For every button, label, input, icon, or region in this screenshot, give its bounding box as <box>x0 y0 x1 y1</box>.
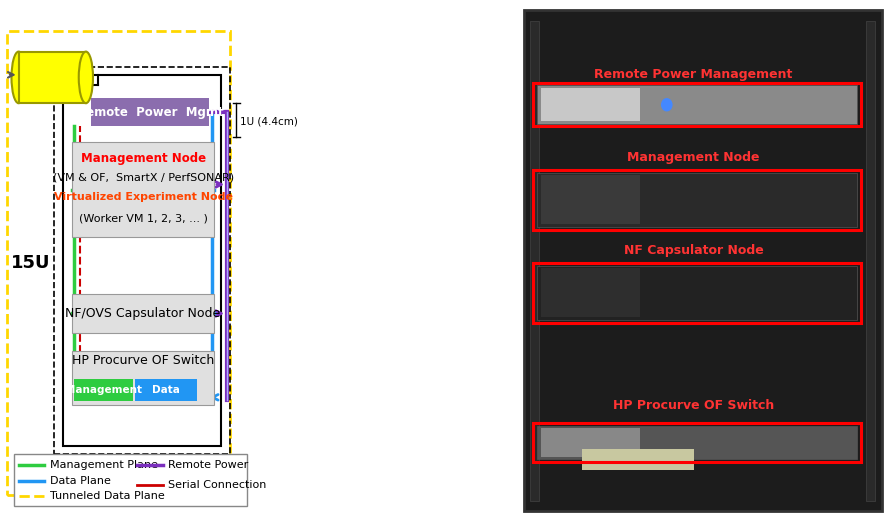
Text: (Worker VM 1, 2, 3, ... ): (Worker VM 1, 2, 3, ... ) <box>79 213 207 223</box>
Bar <box>135 379 198 401</box>
Bar <box>532 83 861 126</box>
Text: Data: Data <box>152 385 180 395</box>
Circle shape <box>660 98 672 111</box>
Text: Tunneled Data Plane: Tunneled Data Plane <box>50 491 164 502</box>
Text: NF/OVS Capsulator Node: NF/OVS Capsulator Node <box>65 307 221 320</box>
Bar <box>532 423 861 462</box>
Text: Remote Power: Remote Power <box>168 460 249 471</box>
Text: HP Procurve OF Switch: HP Procurve OF Switch <box>612 398 773 412</box>
Bar <box>529 21 538 501</box>
Bar <box>90 98 209 126</box>
Text: Management Node: Management Node <box>80 152 206 165</box>
Bar <box>536 426 856 459</box>
Text: Management Plane: Management Plane <box>50 460 157 471</box>
Text: Data Plane: Data Plane <box>50 476 111 486</box>
Bar <box>54 67 230 454</box>
Bar <box>541 268 639 317</box>
Bar <box>541 428 639 457</box>
Text: NF Capsulator Node: NF Capsulator Node <box>623 244 763 257</box>
Bar <box>72 351 214 405</box>
Bar <box>14 454 247 506</box>
Text: Management Node: Management Node <box>627 151 759 164</box>
Text: Management: Management <box>65 385 142 395</box>
Bar <box>536 85 856 124</box>
Text: Serial Connection: Serial Connection <box>168 480 266 490</box>
Bar <box>74 379 132 401</box>
Bar <box>63 75 221 446</box>
Bar <box>532 170 861 230</box>
Bar <box>536 266 856 320</box>
Text: Virtualized Experiment Node: Virtualized Experiment Node <box>54 192 232 202</box>
Bar <box>541 88 639 121</box>
Bar <box>72 142 214 237</box>
Bar <box>523 10 881 511</box>
Bar <box>532 263 861 322</box>
Text: HP Procurve OF Switch: HP Procurve OF Switch <box>72 354 214 367</box>
Bar <box>541 175 639 224</box>
Text: Remote  Power  Mgmt: Remote Power Mgmt <box>77 106 224 119</box>
Text: Remote Power Management: Remote Power Management <box>594 68 792 82</box>
Bar <box>581 449 693 470</box>
Bar <box>72 294 214 333</box>
Bar <box>865 21 874 501</box>
Text: 15U: 15U <box>11 254 50 272</box>
Ellipse shape <box>79 52 93 103</box>
Text: 1U (4.4cm): 1U (4.4cm) <box>240 116 297 126</box>
Bar <box>19 52 86 103</box>
Bar <box>7 31 230 495</box>
Ellipse shape <box>12 52 26 103</box>
Text: (VM & OF,  SmartX / PerfSONAR): (VM & OF, SmartX / PerfSONAR) <box>53 172 233 182</box>
Bar <box>536 173 856 227</box>
